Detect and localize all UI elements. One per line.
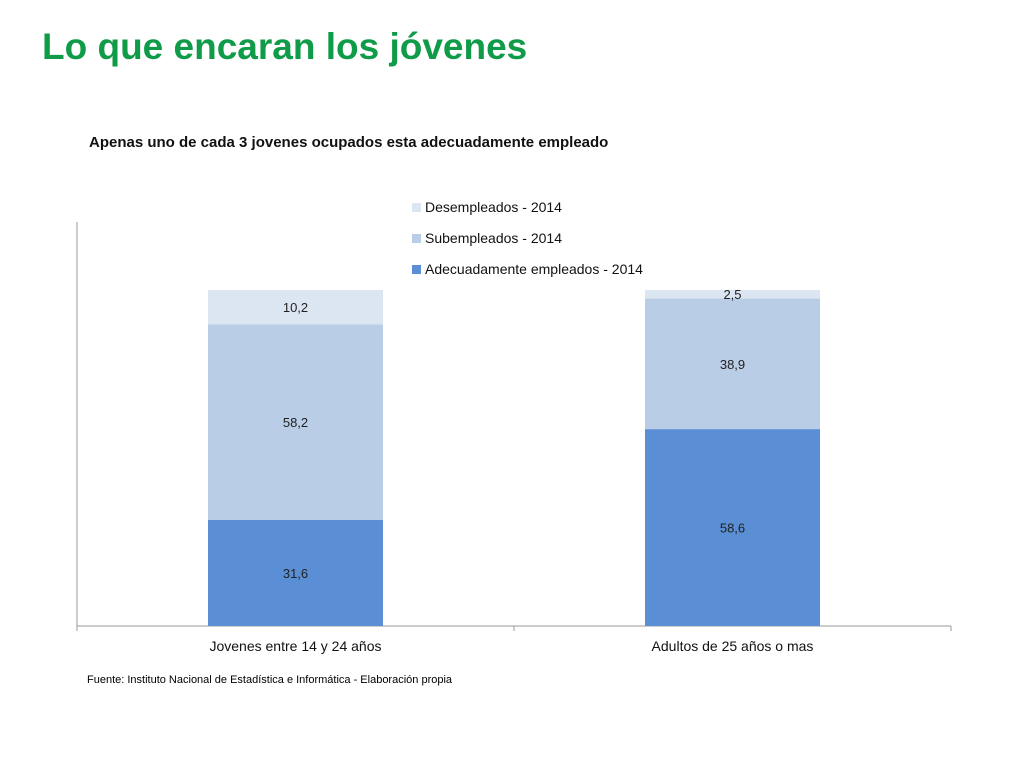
bar-segment [208,324,383,520]
chart-title: Apenas uno de cada 3 jovenes ocupados es… [89,134,609,151]
bar-segment [645,429,820,626]
x-tick-label: Jovenes entre 14 y 24 años [209,638,381,654]
legend-swatch [412,203,421,212]
data-label: 58,6 [720,521,745,536]
source-note: Fuente: Instituto Nacional de Estadístic… [87,674,453,686]
legend-label: Subempleados - 2014 [425,230,562,246]
slide-title: Lo que encaran los jóvenes [42,26,528,67]
bar-segment [645,298,820,430]
data-label: 38,9 [720,357,745,372]
legend-label: Adecuadamente empleados - 2014 [425,261,643,277]
data-label: 58,2 [283,415,308,430]
bar-segment [208,519,383,626]
bar-segment [645,290,820,299]
data-label: 2,5 [723,287,741,302]
data-label: 10,2 [283,300,308,315]
bar-segment [208,290,383,325]
legend-label: Desempleados - 2014 [425,199,562,215]
legend-swatch [412,265,421,274]
legend-swatch [412,234,421,243]
data-label: 31,6 [283,566,308,581]
x-tick-label: Adultos de 25 años o mas [652,638,814,654]
